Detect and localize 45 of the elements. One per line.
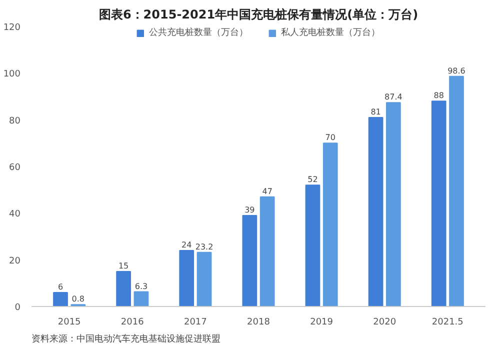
data-label: 81	[370, 108, 381, 116]
bar	[53, 292, 68, 306]
data-label: 15	[118, 262, 129, 270]
data-label: 88	[434, 91, 444, 100]
bar	[386, 102, 401, 306]
text: 资料来源：中国电动汽车充电基础设施促进联盟	[32, 334, 220, 344]
data-label: 6	[58, 282, 64, 292]
data-label: 24	[182, 240, 192, 250]
legend-label: 私人充电桩数量（万台）	[281, 26, 380, 39]
x-tick-label: 2019	[310, 318, 334, 328]
data-label: 70	[325, 133, 336, 142]
bar	[134, 291, 149, 306]
bar	[305, 184, 320, 306]
y-tick-label: 100	[3, 70, 21, 80]
legend-label: 公共充电桩数量（万台）	[149, 26, 248, 39]
data-label: 39	[244, 206, 255, 214]
bar	[116, 271, 131, 306]
y-tick-label: 120	[3, 23, 21, 33]
data-label: 6.3	[134, 282, 148, 291]
bar	[260, 196, 275, 306]
y-tick-label: 80	[9, 116, 21, 126]
x-tick-label: 2020	[373, 318, 396, 328]
y-tick-label: 60	[9, 163, 21, 173]
x-tick-label: 2021.5	[432, 318, 464, 328]
y-tick-label: 0	[14, 303, 21, 313]
chart-title: 图表6：2015-2021年中国充电桩保有量情况(单位：万台)	[98, 8, 418, 22]
data-label: 23.2	[195, 242, 214, 252]
y-tick-label: 40	[9, 210, 21, 220]
bar	[196, 252, 212, 306]
data-label: 87.4	[384, 92, 402, 102]
bar	[431, 100, 446, 306]
y-tick-label: 20	[9, 256, 21, 266]
x-tick-label: 2018	[247, 318, 270, 328]
bar	[179, 250, 194, 306]
bar	[449, 76, 464, 306]
x-tick-label: 2017	[184, 318, 207, 328]
data-label: 47	[262, 186, 272, 196]
bar	[242, 215, 258, 306]
x-tick-label: 2015	[58, 318, 81, 328]
x-tick-label: 2016	[120, 318, 144, 328]
bar	[368, 117, 384, 306]
bar	[322, 142, 338, 306]
data-label: 98.6	[448, 66, 466, 76]
data-label: 0.8	[72, 294, 85, 304]
data-label: 52	[308, 175, 318, 184]
